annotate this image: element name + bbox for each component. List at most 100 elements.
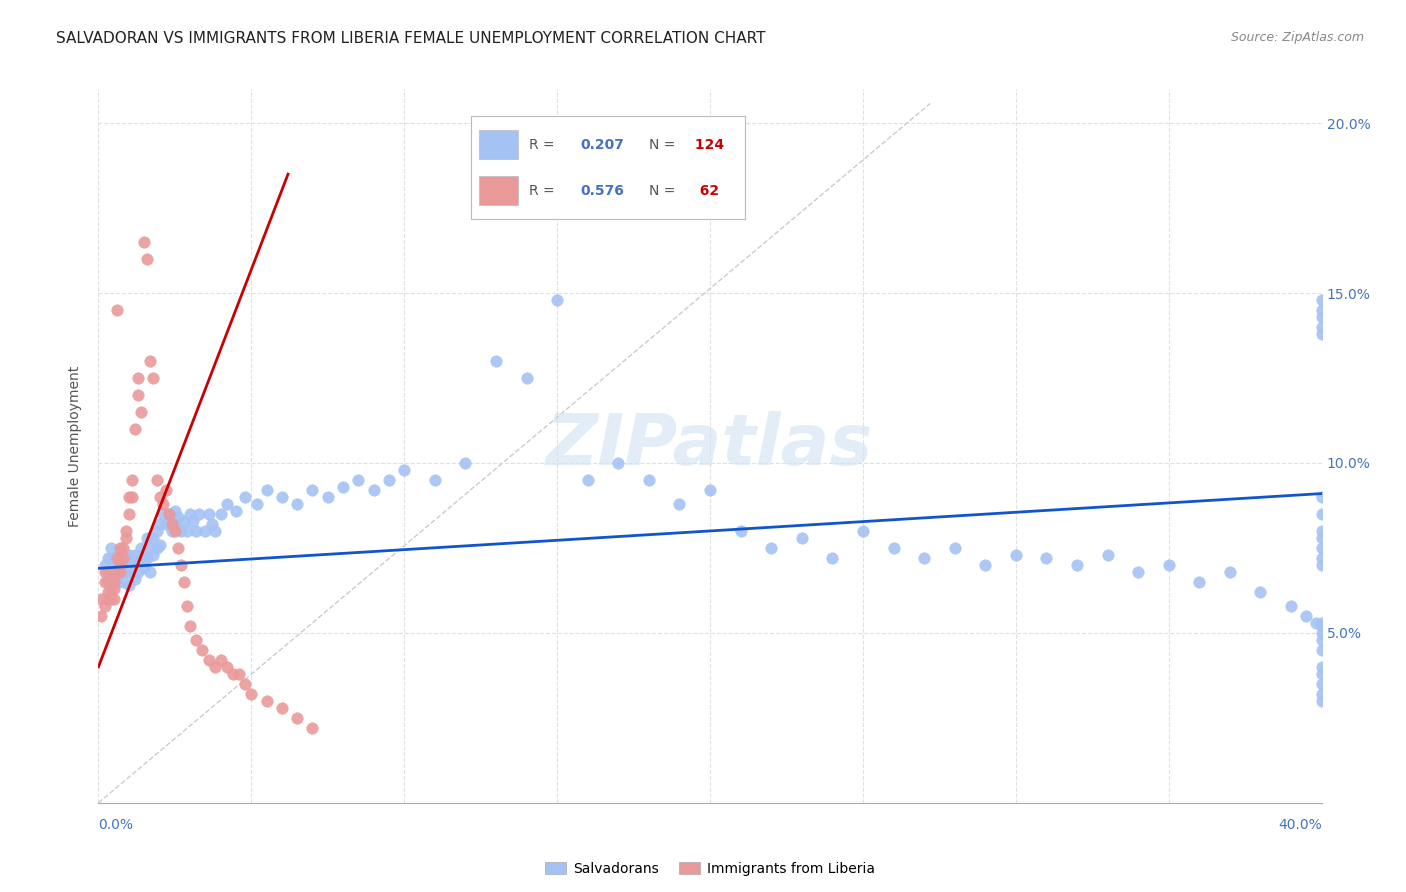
Text: ZIPatlas: ZIPatlas [547,411,873,481]
Point [215,497,238,511]
Point [118,548,141,562]
Point [127,388,149,402]
Point [115,524,138,538]
Point [134,235,156,249]
Point [209,653,232,667]
Point [115,565,138,579]
Point [240,687,263,701]
Point [105,558,128,572]
Point [1035,551,1057,566]
Point [974,558,997,572]
Point [163,517,186,532]
Text: R =: R = [529,137,558,152]
Point [142,548,165,562]
Point [100,591,122,606]
Point [270,490,292,504]
Point [97,565,120,579]
Point [1310,293,1333,307]
Point [139,354,162,368]
Point [1310,615,1333,630]
Point [170,524,193,538]
Point [301,483,323,498]
Point [93,558,115,572]
Point [173,574,195,589]
Bar [479,130,517,159]
Point [637,473,661,487]
Point [118,507,141,521]
Point [194,524,217,538]
Text: 0.576: 0.576 [581,184,624,198]
Point [1295,608,1317,623]
Point [246,497,269,511]
Point [118,565,141,579]
Point [160,517,183,532]
Point [285,497,308,511]
Point [347,473,370,487]
Point [124,422,146,436]
Point [546,293,568,307]
Point [145,473,167,487]
Point [516,371,538,385]
Point [256,694,278,708]
Point [607,456,630,470]
Point [115,551,138,566]
Point [668,497,690,511]
Point [129,541,152,555]
Point [139,541,162,555]
Point [108,544,131,558]
Point [485,354,508,368]
Point [145,541,167,555]
Point [1219,565,1241,579]
Point [730,524,752,538]
Point [121,473,143,487]
Point [103,551,125,566]
Point [111,551,134,566]
Point [1310,524,1333,538]
Point [108,558,131,572]
Point [1157,558,1180,572]
Point [149,537,172,551]
Point [363,483,385,498]
Point [1305,615,1327,630]
Point [301,721,323,735]
Point [285,711,308,725]
Point [149,490,172,504]
Point [115,531,138,545]
Point [209,507,232,521]
Point [163,524,186,538]
Point [136,252,159,266]
Point [228,666,250,681]
Point [576,473,599,487]
Point [1310,303,1333,318]
Point [222,666,245,681]
Point [170,558,193,572]
Point [124,548,146,562]
Point [157,507,180,521]
Point [90,591,112,606]
Point [100,574,122,589]
Point [121,490,143,504]
Point [1310,310,1333,324]
Point [215,660,238,674]
Point [1310,643,1333,657]
Point [1310,632,1333,647]
Point [699,483,721,498]
Point [93,599,115,613]
Point [790,531,813,545]
Point [149,517,172,532]
Point [103,582,125,596]
Point [912,551,935,566]
Point [1310,326,1333,341]
Point [454,456,477,470]
Point [197,507,219,521]
Point [1310,677,1333,691]
Point [100,582,122,596]
Point [1310,551,1333,566]
Point [97,585,120,599]
Point [179,507,201,521]
Point [176,524,198,538]
Text: 0.0%: 0.0% [98,818,134,832]
Point [97,551,120,566]
Point [270,700,292,714]
Point [1310,490,1333,504]
